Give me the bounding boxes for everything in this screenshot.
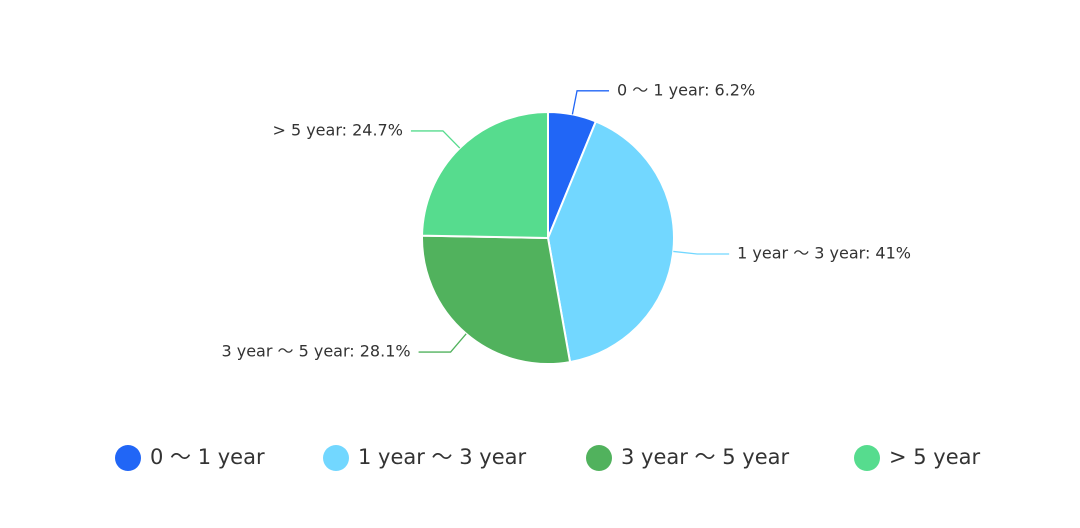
legend-marker (586, 445, 612, 471)
pie-slice (421, 110, 549, 240)
legend-label: 3 year ～ 5 year (621, 445, 789, 469)
legend-label: 0 ～ 1 year (150, 445, 265, 469)
data-label: 0 ～ 1 year: 6.2% (617, 80, 755, 99)
data-label: 1 year ～ 3 year: 41% (737, 243, 911, 262)
pie-slice (546, 120, 675, 364)
leader-line (571, 90, 610, 115)
leader-line (418, 333, 467, 353)
leader-line (673, 250, 730, 255)
data-label: 3 year ～ 5 year: 28.1% (221, 342, 410, 361)
legend-marker (854, 445, 880, 471)
legend-marker (323, 445, 349, 471)
legend-marker (115, 445, 141, 471)
leader-line (410, 130, 461, 149)
pie-slice (421, 234, 572, 365)
legend-label: 1 year ～ 3 year (358, 445, 526, 469)
data-label: > 5 year: 24.7% (272, 120, 402, 139)
legend-label: > 5 year (889, 445, 981, 469)
